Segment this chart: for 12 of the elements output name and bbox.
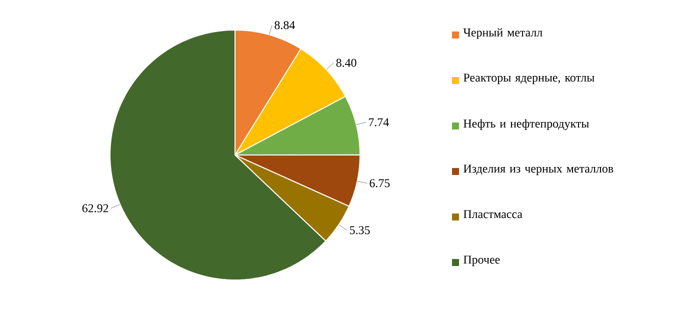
data-label: 5.35 [350,226,370,234]
legend-label: Реакторы ядерные, котлы [464,74,594,84]
legend-label: Пластмасса [464,210,522,218]
data-label: 6.75 [370,179,390,188]
legend-label: Нефть и нефтепродукты [464,119,589,130]
data-label: 62.92 [82,204,108,212]
legend-label: Изделия из черных металлов [464,164,614,176]
legend-label: Прочее [464,256,500,266]
data-label: 7.74 [368,118,389,126]
data-label: 8.40 [336,58,356,67]
data-label: 8.84 [274,21,295,30]
legend-label: Черный металл [463,28,542,39]
